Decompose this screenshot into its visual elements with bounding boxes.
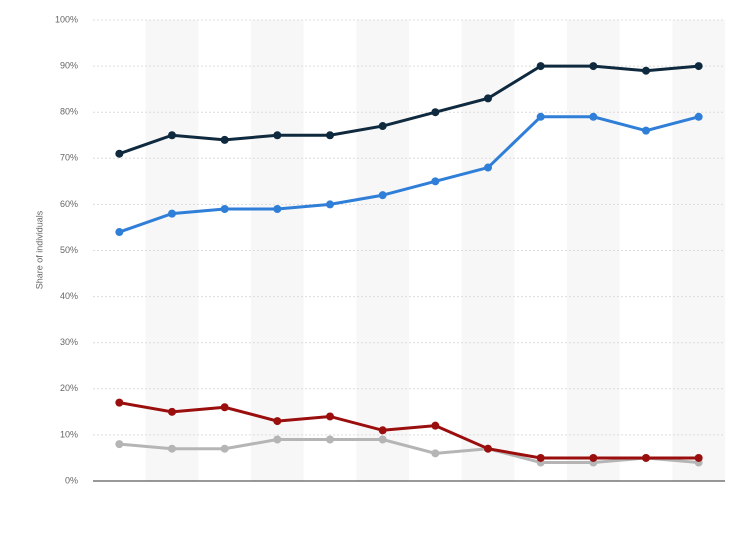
series-line: [119, 401, 699, 460]
data-point: [220, 205, 229, 214]
data-point: [642, 126, 650, 135]
data-point: [431, 421, 440, 430]
data-point: [115, 398, 124, 407]
y-tick-label: 90%: [60, 60, 78, 70]
data-point: [378, 426, 387, 435]
series-line: [118, 64, 699, 156]
data-point: [536, 62, 545, 71]
y-tick-label: 0%: [65, 475, 78, 485]
data-point: [589, 62, 598, 71]
data-point: [326, 200, 334, 209]
data-point: [115, 149, 124, 158]
y-tick-label: 70%: [60, 153, 78, 163]
data-point: [589, 112, 598, 121]
data-point: [115, 228, 124, 237]
data-point: [536, 453, 545, 462]
data-point: [694, 453, 703, 462]
data-point: [642, 66, 650, 75]
y-tick-label: 10%: [60, 429, 78, 439]
data-point: [220, 403, 229, 412]
y-tick-label: 60%: [60, 199, 78, 209]
data-point: [431, 449, 440, 458]
data-point: [273, 435, 282, 444]
data-point: [536, 112, 545, 121]
data-point: [168, 131, 176, 140]
data-point: [326, 435, 334, 444]
data-point: [168, 209, 176, 218]
data-point: [378, 191, 387, 200]
data-point: [273, 131, 282, 140]
y-tick-label: 40%: [60, 291, 78, 301]
data-point: [484, 163, 492, 172]
data-point: [115, 440, 124, 449]
y-tick-label: 30%: [60, 337, 78, 347]
data-point: [484, 94, 492, 103]
data-point: [694, 62, 703, 71]
data-point: [168, 444, 176, 453]
data-point: [326, 412, 334, 421]
data-point: [589, 453, 598, 462]
data-point: [273, 205, 282, 214]
data-point: [378, 435, 387, 444]
data-point: [168, 407, 176, 416]
y-tick-label: 100%: [55, 14, 78, 24]
y-axis-label: Share of individuals: [34, 210, 44, 289]
y-tick-label: 50%: [60, 245, 78, 255]
y-tick-label: 80%: [60, 107, 78, 117]
series-line: [119, 438, 699, 465]
data-point: [484, 444, 492, 453]
data-point: [220, 444, 229, 453]
y-tick-label: 20%: [60, 383, 78, 393]
data-point: [326, 131, 334, 140]
data-point: [431, 108, 440, 117]
series-line: [118, 115, 700, 234]
data-point: [431, 177, 440, 186]
data-point: [378, 122, 387, 131]
data-point: [220, 135, 229, 144]
data-point: [694, 112, 703, 121]
data-point: [642, 453, 650, 462]
data-point: [273, 417, 282, 426]
